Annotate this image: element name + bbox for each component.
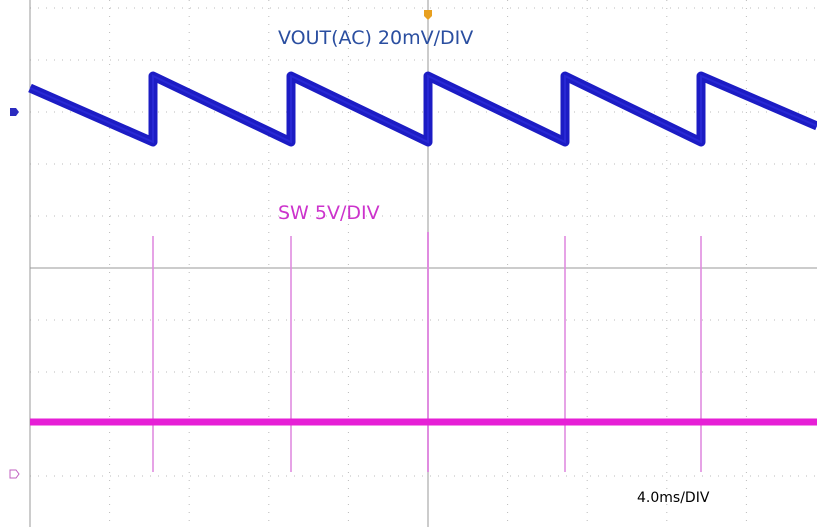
vout-trace-edge — [29, 74, 817, 144]
trigger-marker — [424, 10, 432, 20]
ch1-marker — [10, 108, 19, 116]
time-label: 4.0ms/DIV — [637, 490, 710, 506]
traces — [28, 71, 817, 472]
ch2-marker — [9, 469, 20, 479]
sw-label: SW 5V/DIV — [278, 202, 380, 224]
vout-trace — [28, 71, 817, 147]
vout-label: VOUT(AC) 20mV/DIV — [278, 27, 473, 49]
